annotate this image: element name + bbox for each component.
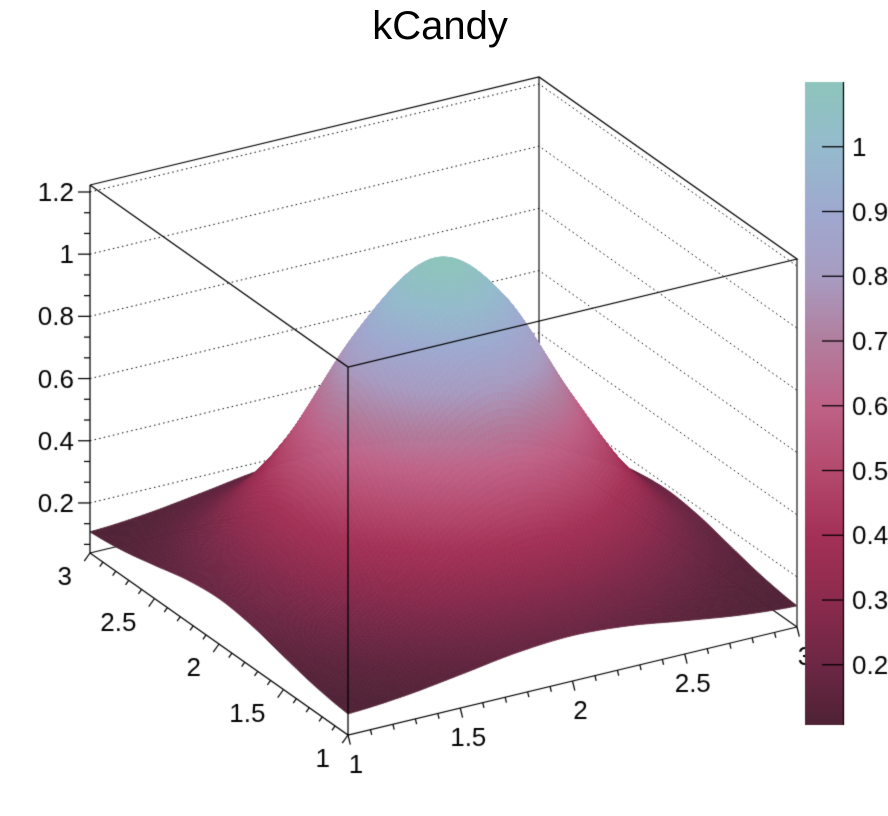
chart-title: kCandy (372, 4, 508, 48)
